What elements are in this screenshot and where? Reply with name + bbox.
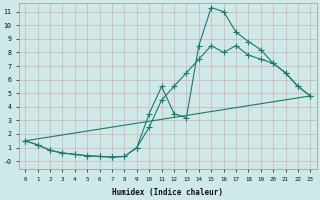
X-axis label: Humidex (Indice chaleur): Humidex (Indice chaleur)	[112, 188, 223, 197]
